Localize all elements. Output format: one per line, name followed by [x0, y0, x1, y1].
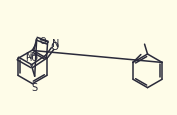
Text: HO: HO [25, 53, 38, 62]
Text: O: O [39, 36, 46, 45]
Text: NH: NH [25, 52, 38, 60]
Text: S: S [32, 82, 38, 92]
Text: N: N [52, 38, 59, 48]
Text: O: O [50, 41, 59, 51]
